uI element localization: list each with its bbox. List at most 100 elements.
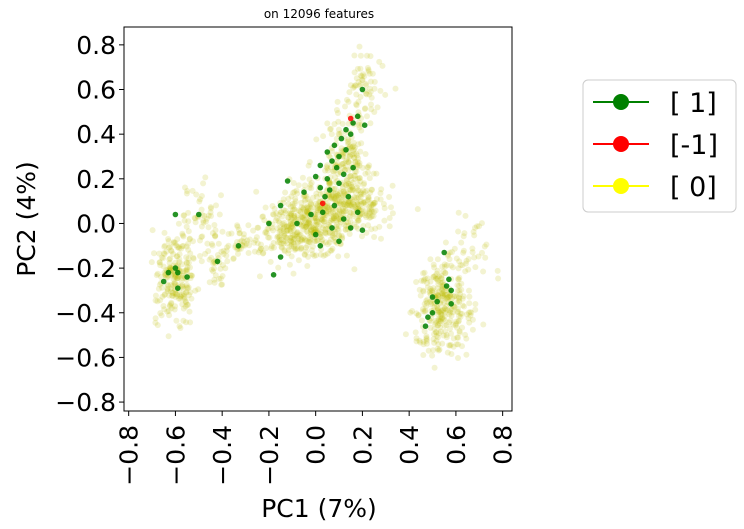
point-class-0	[359, 206, 366, 213]
point-class-0	[276, 239, 283, 246]
point-class-0	[412, 329, 419, 336]
point-class-1	[345, 193, 352, 200]
point-class-0	[311, 222, 318, 229]
point-class-0	[292, 245, 299, 252]
point-class-0	[180, 242, 187, 249]
point-class-0	[319, 225, 326, 231]
legend: [ 1] [-1] [ 0]	[582, 79, 737, 213]
point-class-0	[327, 164, 334, 171]
point-class-0	[230, 256, 237, 262]
point-class-0	[361, 180, 368, 187]
point-class-0	[288, 193, 295, 200]
point-class-0	[368, 94, 375, 101]
point-class-0	[423, 303, 430, 310]
point-class-0	[263, 229, 269, 235]
point-class-0	[433, 275, 439, 282]
point-class-0	[334, 192, 341, 199]
point-class-0	[347, 172, 354, 179]
point-class-0	[352, 144, 358, 151]
point-class-0	[173, 317, 180, 324]
point-class-0	[442, 269, 449, 276]
point-class-0	[448, 262, 454, 269]
point-class-0	[453, 255, 460, 262]
point-class-0	[277, 209, 284, 216]
point-class-0	[271, 244, 277, 251]
point-class-0	[362, 170, 369, 177]
point-class-0	[311, 226, 318, 233]
point-class-0	[218, 281, 225, 288]
point-class-0	[440, 268, 447, 275]
point-class-0	[443, 306, 450, 313]
point-class-0	[358, 201, 365, 208]
point-class-0	[455, 276, 461, 282]
point-class-0	[386, 215, 393, 221]
point-class-0	[179, 230, 186, 237]
point-class-1	[343, 147, 349, 153]
point-class-0	[372, 199, 379, 206]
point-class-0	[321, 222, 328, 229]
point-class-0	[453, 320, 459, 327]
point-class-0	[366, 70, 373, 77]
point-class-0	[373, 170, 380, 177]
point-class-0	[421, 276, 427, 283]
point-class-1	[214, 258, 221, 265]
point-class-0	[313, 237, 320, 244]
point-class-0	[423, 340, 430, 347]
point-class-0	[307, 205, 314, 212]
point-class-0	[192, 219, 199, 226]
point-class-0	[238, 237, 245, 244]
point-class-0	[365, 222, 372, 229]
point-class-0	[472, 301, 479, 307]
point-class-0	[443, 295, 450, 302]
y-tick-label: 0.8	[76, 31, 116, 60]
point-class-0	[172, 259, 179, 266]
point-class-1	[361, 122, 368, 128]
point-class-0	[340, 188, 347, 195]
point-class-0	[180, 283, 187, 290]
point-class-0	[217, 265, 224, 272]
point-class-0	[327, 247, 334, 254]
point-class-0	[296, 231, 303, 238]
point-class-0	[354, 152, 361, 159]
point-class-0	[314, 221, 321, 228]
point-class-0	[440, 332, 447, 339]
point-class-0	[456, 258, 463, 265]
point-class-0	[176, 245, 183, 252]
point-class-0	[286, 210, 293, 217]
point-class-0	[331, 230, 338, 237]
point-class-0	[289, 224, 296, 231]
point-class-0	[346, 202, 353, 209]
point-class-0	[441, 309, 448, 316]
point-class-0	[343, 156, 350, 163]
point-class-0	[430, 336, 437, 343]
point-class-0	[202, 250, 209, 257]
point-class-0	[370, 201, 377, 208]
point-class-0	[177, 293, 184, 300]
point-class-0	[333, 107, 340, 113]
point-class-0	[301, 224, 308, 231]
x-axis-label: PC1 (7%)	[261, 494, 377, 523]
point-class-0	[307, 181, 314, 188]
point-class-0	[168, 300, 175, 307]
point-class-0	[359, 210, 366, 217]
point-class-0	[170, 239, 177, 245]
point-class-0	[309, 243, 316, 250]
point-class-0	[435, 334, 441, 341]
point-class-0	[282, 210, 289, 216]
point-class-1	[441, 249, 448, 256]
point-class-0	[301, 212, 308, 219]
point-class-0	[363, 214, 370, 220]
point-class-0	[438, 311, 445, 317]
point-class-0	[180, 268, 187, 275]
point-class-0	[444, 287, 450, 294]
point-class-0	[420, 306, 426, 313]
point-class-0	[284, 227, 291, 234]
point-class-0	[287, 234, 294, 241]
point-class-0	[441, 312, 448, 319]
point-class-0	[171, 279, 178, 286]
point-class-0	[187, 319, 194, 326]
point-class-0	[179, 232, 186, 239]
point-class-0	[326, 204, 333, 211]
point-class-0	[305, 238, 312, 245]
point-class-0	[168, 247, 175, 254]
